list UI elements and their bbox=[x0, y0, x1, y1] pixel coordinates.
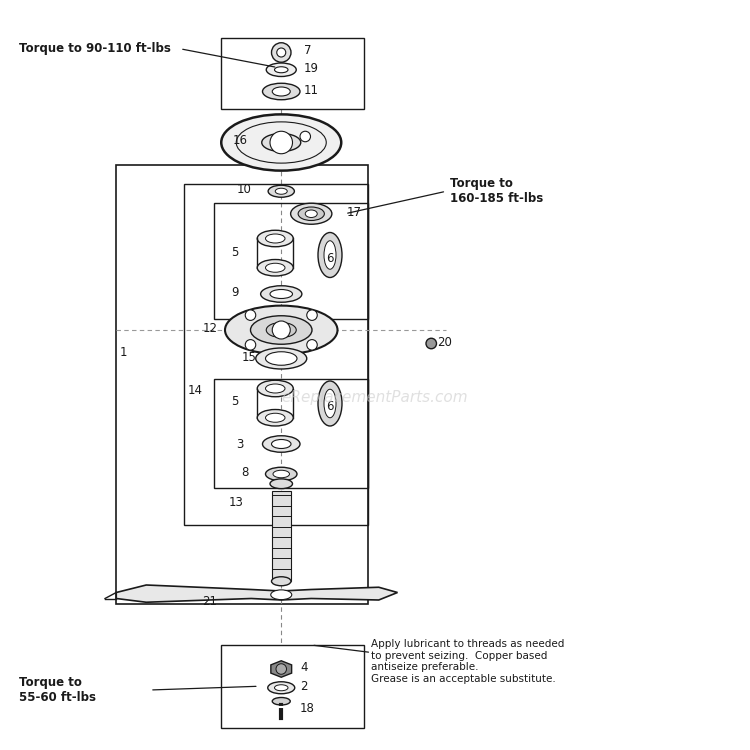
Bar bbox=[272, 491, 291, 581]
Ellipse shape bbox=[272, 440, 291, 448]
Text: 5: 5 bbox=[231, 246, 238, 259]
Text: 21: 21 bbox=[202, 595, 217, 608]
Text: eReplacementParts.com: eReplacementParts.com bbox=[282, 390, 468, 405]
Ellipse shape bbox=[272, 577, 291, 586]
Circle shape bbox=[272, 321, 290, 339]
Ellipse shape bbox=[266, 322, 296, 338]
Text: Torque to
55-60 ft-lbs: Torque to 55-60 ft-lbs bbox=[19, 676, 96, 704]
Ellipse shape bbox=[318, 381, 342, 426]
Circle shape bbox=[270, 131, 292, 154]
Ellipse shape bbox=[266, 467, 297, 481]
Circle shape bbox=[245, 310, 256, 320]
Ellipse shape bbox=[266, 63, 296, 76]
Ellipse shape bbox=[271, 590, 292, 600]
Ellipse shape bbox=[273, 470, 290, 478]
Text: 15: 15 bbox=[242, 351, 256, 364]
Circle shape bbox=[307, 310, 317, 320]
Circle shape bbox=[426, 338, 436, 349]
Text: 4: 4 bbox=[300, 661, 307, 674]
Ellipse shape bbox=[262, 83, 300, 100]
Ellipse shape bbox=[291, 203, 332, 224]
Ellipse shape bbox=[275, 188, 287, 194]
Ellipse shape bbox=[221, 115, 341, 171]
Text: 6: 6 bbox=[326, 400, 334, 413]
Text: 7: 7 bbox=[304, 44, 311, 57]
Circle shape bbox=[277, 48, 286, 57]
Circle shape bbox=[307, 340, 317, 350]
Ellipse shape bbox=[272, 698, 290, 705]
Ellipse shape bbox=[298, 207, 324, 220]
Polygon shape bbox=[271, 661, 292, 677]
Ellipse shape bbox=[266, 263, 285, 272]
Ellipse shape bbox=[268, 682, 295, 694]
Text: Apply lubricant to threads as needed
to prevent seizing.  Copper based
antiseize: Apply lubricant to threads as needed to … bbox=[371, 639, 565, 684]
Ellipse shape bbox=[270, 479, 292, 489]
Text: Torque to 90-110 ft-lbs: Torque to 90-110 ft-lbs bbox=[19, 42, 170, 56]
Ellipse shape bbox=[324, 241, 336, 269]
Ellipse shape bbox=[268, 185, 294, 197]
Ellipse shape bbox=[266, 384, 285, 393]
Polygon shape bbox=[116, 585, 398, 602]
Text: Torque to
160-185 ft-lbs: Torque to 160-185 ft-lbs bbox=[450, 177, 543, 206]
Ellipse shape bbox=[257, 260, 293, 276]
Text: 18: 18 bbox=[300, 702, 315, 715]
Ellipse shape bbox=[266, 413, 285, 422]
Ellipse shape bbox=[318, 232, 342, 278]
Ellipse shape bbox=[266, 234, 285, 243]
Circle shape bbox=[245, 340, 256, 350]
Text: 10: 10 bbox=[236, 183, 251, 196]
Ellipse shape bbox=[272, 87, 290, 96]
Ellipse shape bbox=[262, 134, 301, 152]
Circle shape bbox=[272, 43, 291, 62]
Ellipse shape bbox=[257, 230, 293, 247]
Ellipse shape bbox=[270, 290, 292, 298]
Bar bbox=[221, 38, 364, 109]
Text: 11: 11 bbox=[304, 83, 319, 97]
Circle shape bbox=[276, 664, 286, 674]
Bar bbox=[184, 184, 368, 525]
Text: 19: 19 bbox=[304, 62, 319, 76]
Ellipse shape bbox=[274, 685, 288, 691]
Bar bbox=[214, 379, 368, 488]
Text: 12: 12 bbox=[202, 322, 217, 335]
Text: 8: 8 bbox=[242, 466, 249, 479]
Text: 1: 1 bbox=[120, 346, 128, 359]
Text: 17: 17 bbox=[346, 206, 362, 219]
Ellipse shape bbox=[251, 316, 312, 344]
Text: 2: 2 bbox=[300, 680, 307, 693]
Bar bbox=[116, 165, 368, 604]
Ellipse shape bbox=[262, 436, 300, 452]
Ellipse shape bbox=[274, 67, 288, 73]
Text: 14: 14 bbox=[188, 383, 202, 397]
Text: 13: 13 bbox=[229, 496, 244, 509]
Ellipse shape bbox=[257, 410, 293, 426]
Text: 16: 16 bbox=[232, 134, 248, 148]
Ellipse shape bbox=[225, 306, 338, 354]
Text: 6: 6 bbox=[326, 252, 334, 266]
Text: 3: 3 bbox=[236, 437, 244, 451]
Ellipse shape bbox=[261, 286, 302, 302]
Bar bbox=[221, 645, 364, 728]
Ellipse shape bbox=[305, 210, 317, 218]
Circle shape bbox=[300, 131, 310, 142]
Text: 5: 5 bbox=[231, 394, 238, 408]
Ellipse shape bbox=[324, 389, 336, 418]
Text: 20: 20 bbox=[437, 336, 452, 350]
Ellipse shape bbox=[257, 380, 293, 397]
Ellipse shape bbox=[256, 348, 307, 369]
Text: 9: 9 bbox=[231, 286, 238, 299]
Ellipse shape bbox=[266, 352, 297, 365]
Bar bbox=[214, 202, 368, 319]
